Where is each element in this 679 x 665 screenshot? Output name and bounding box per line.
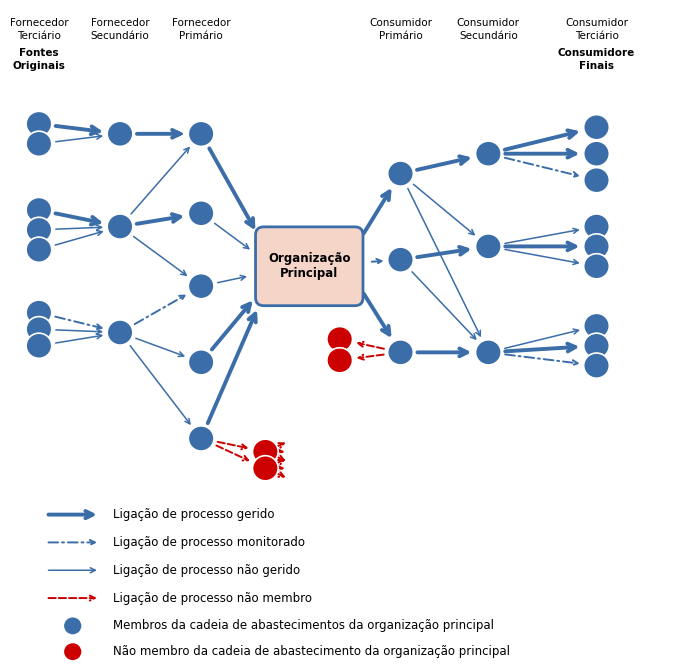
Text: Originais: Originais	[12, 61, 65, 71]
Circle shape	[26, 131, 52, 156]
Text: Finais: Finais	[579, 61, 614, 71]
Text: Consumidor: Consumidor	[369, 18, 432, 28]
Circle shape	[107, 121, 133, 146]
Circle shape	[253, 439, 278, 464]
Circle shape	[188, 350, 214, 375]
Text: Fornecedor: Fornecedor	[10, 18, 69, 28]
Circle shape	[26, 217, 52, 243]
Text: Terciário: Terciário	[574, 31, 619, 41]
Circle shape	[584, 313, 609, 338]
Text: Membros da cadeia de abastecimentos da organização principal: Membros da cadeia de abastecimentos da o…	[113, 619, 494, 632]
Circle shape	[327, 348, 352, 373]
Circle shape	[26, 111, 52, 136]
Circle shape	[63, 616, 82, 635]
Circle shape	[475, 340, 501, 365]
Circle shape	[107, 320, 133, 345]
Circle shape	[188, 121, 214, 146]
Circle shape	[26, 317, 52, 342]
Circle shape	[188, 426, 214, 451]
Text: Fontes: Fontes	[19, 48, 59, 58]
Circle shape	[584, 253, 609, 279]
Text: Primário: Primário	[179, 31, 223, 41]
Text: Ligação de processo monitorado: Ligação de processo monitorado	[113, 536, 306, 549]
Circle shape	[26, 237, 52, 262]
Text: Consumidor: Consumidor	[565, 18, 628, 28]
Circle shape	[584, 333, 609, 358]
Circle shape	[584, 353, 609, 378]
Circle shape	[327, 327, 352, 352]
Circle shape	[388, 340, 414, 365]
Text: Fornecedor: Fornecedor	[172, 18, 230, 28]
FancyBboxPatch shape	[255, 227, 363, 306]
Circle shape	[475, 234, 501, 259]
Circle shape	[26, 333, 52, 358]
Text: Primário: Primário	[379, 31, 422, 41]
Circle shape	[388, 161, 414, 186]
Circle shape	[584, 114, 609, 140]
Circle shape	[388, 247, 414, 272]
Circle shape	[584, 214, 609, 239]
Circle shape	[584, 141, 609, 166]
Text: Ligação de processo não gerido: Ligação de processo não gerido	[113, 564, 300, 577]
Text: Organização
Principal: Organização Principal	[268, 252, 350, 280]
Text: Ligação de processo gerido: Ligação de processo gerido	[113, 508, 275, 521]
Text: Secundário: Secundário	[459, 31, 518, 41]
Circle shape	[26, 198, 52, 223]
Circle shape	[475, 141, 501, 166]
Text: Terciário: Terciário	[17, 31, 61, 41]
Text: Não membro da cadeia de abastecimento da organização principal: Não membro da cadeia de abastecimento da…	[113, 645, 511, 658]
Circle shape	[188, 273, 214, 299]
Text: Fornecedor: Fornecedor	[91, 18, 149, 28]
Circle shape	[107, 214, 133, 239]
Circle shape	[63, 642, 82, 661]
Text: Consumidor: Consumidor	[457, 18, 520, 28]
Circle shape	[584, 168, 609, 193]
Text: Consumidore: Consumidore	[558, 48, 635, 58]
Circle shape	[253, 456, 278, 481]
Circle shape	[584, 234, 609, 259]
Circle shape	[26, 300, 52, 325]
Circle shape	[188, 201, 214, 226]
Text: Ligação de processo não membro: Ligação de processo não membro	[113, 592, 312, 604]
Text: Secundário: Secundário	[91, 31, 149, 41]
